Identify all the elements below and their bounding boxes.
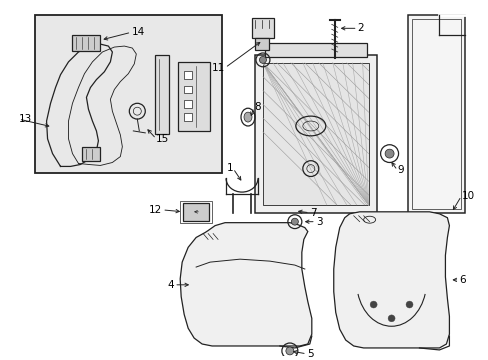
Circle shape: [387, 315, 394, 322]
Polygon shape: [180, 223, 311, 346]
Ellipse shape: [244, 112, 251, 122]
Text: 4: 4: [167, 280, 174, 290]
Text: 9: 9: [397, 165, 404, 175]
Bar: [254, 55, 376, 213]
Text: 5: 5: [306, 349, 313, 359]
Text: 15: 15: [156, 134, 169, 144]
Circle shape: [259, 57, 266, 63]
Bar: [155, 55, 169, 134]
Bar: [184, 113, 192, 121]
Text: 2: 2: [357, 23, 364, 33]
Bar: [178, 62, 210, 131]
Bar: [264, 43, 366, 57]
Text: 13: 13: [19, 114, 32, 124]
Text: 7: 7: [309, 208, 316, 218]
Text: 11: 11: [211, 63, 224, 73]
Bar: [184, 71, 192, 78]
Circle shape: [385, 149, 393, 158]
FancyBboxPatch shape: [72, 35, 100, 51]
Bar: [82, 147, 100, 161]
Bar: [184, 86, 192, 94]
Bar: [180, 201, 212, 223]
Text: 12: 12: [149, 205, 162, 215]
Bar: [407, 15, 465, 213]
Text: 10: 10: [461, 191, 473, 201]
Circle shape: [291, 218, 298, 225]
Bar: [183, 203, 209, 221]
Polygon shape: [333, 212, 448, 348]
Text: 6: 6: [458, 275, 465, 285]
Circle shape: [369, 301, 376, 308]
Bar: [411, 19, 461, 209]
Bar: [184, 100, 192, 108]
Bar: [254, 38, 268, 50]
Text: 3: 3: [315, 217, 322, 227]
Bar: [263, 63, 368, 205]
Text: 1: 1: [226, 163, 233, 174]
Text: 8: 8: [253, 102, 260, 112]
Bar: [251, 18, 273, 38]
Text: 14: 14: [131, 27, 144, 37]
Bar: [35, 15, 222, 173]
Circle shape: [285, 347, 293, 355]
Circle shape: [405, 301, 412, 308]
